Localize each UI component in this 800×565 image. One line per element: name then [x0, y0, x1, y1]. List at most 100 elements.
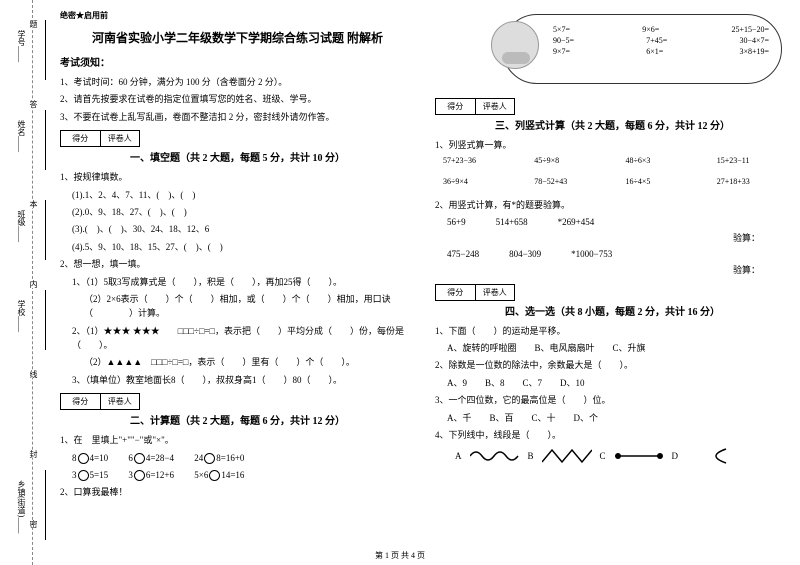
binding-label-class: 班级____ — [16, 210, 27, 242]
choice-label: B — [528, 451, 534, 461]
expr: 64=28−4 — [128, 453, 174, 463]
dash-label: 密 — [28, 520, 39, 528]
binding-line — [45, 20, 46, 80]
binding-label-town: 乡镇(街道)____ — [16, 480, 27, 533]
q-option: (1).1、2、4、7、11、( )、( ) — [60, 188, 415, 202]
zigzag-line-icon — [542, 448, 592, 464]
secret-label: 绝密★启用前 — [60, 10, 415, 21]
left-column: 绝密★启用前 河南省实验小学二年级数学下学期综合练习试题 附解析 考试须知： 1… — [60, 10, 415, 503]
section1-title: 一、填空题（共 2 大题，每题 5 分，共计 10 分） — [60, 149, 415, 164]
page-content: 绝密★启用前 河南省实验小学二年级数学下学期综合练习试题 附解析 考试须知： 1… — [60, 10, 790, 503]
expr: 9×6= — [642, 25, 659, 34]
grader-label: 评卷人 — [476, 285, 515, 300]
q-sub: 2、（1）★★★ ★★★ □□□÷□=□，表示把（ ）平均分成（ ）份，每份是（… — [60, 324, 415, 353]
binding-line — [45, 470, 46, 540]
verify-label: 验算： — [435, 231, 790, 245]
score-box: 得分 评卷人 — [435, 98, 515, 115]
q-text: 2、想一想，填一填。 — [60, 257, 415, 271]
expr: 36=12+6 — [128, 470, 174, 480]
score-box: 得分 评卷人 — [60, 130, 140, 147]
grader-label: 评卷人 — [101, 394, 140, 409]
q-text: 1、按规律填数。 — [60, 170, 415, 184]
expr: 5×614=16 — [194, 470, 244, 480]
q-text: 2、用竖式计算，有*的题要验算。 — [435, 198, 790, 212]
score-box: 得分 评卷人 — [435, 284, 515, 301]
q-text: 1、下面（ ）的运动是平移。 — [435, 324, 790, 338]
dash-label: 题 — [28, 20, 39, 28]
binding-line — [45, 200, 46, 260]
expr: 9×7= — [553, 47, 570, 56]
dash-label: 答 — [28, 100, 39, 108]
q-option: (2).0、9、18、27、( )、( ) — [60, 205, 415, 219]
expr: 7+45= — [646, 36, 667, 45]
dash-label: 内 — [28, 280, 39, 288]
expr: *269+454 — [558, 217, 595, 227]
binding-label-name: 姓名____ — [16, 120, 27, 152]
expr: 514+658 — [496, 217, 528, 227]
expr: 27+18+33 — [717, 177, 790, 186]
expr: 15+23−11 — [717, 156, 790, 165]
notice-line: 1、考试时间：60 分钟，满分为 100 分（含卷面分 2 分）。 — [60, 75, 415, 89]
expr: 84=10 — [72, 453, 108, 463]
cartoon-icon — [491, 21, 539, 69]
dash-label: 封 — [28, 450, 39, 458]
arc-line-icon — [686, 448, 736, 464]
section3-title: 三、列竖式计算（共 2 大题，每题 6 分，共计 12 分） — [435, 117, 790, 132]
q-text: 2、除数是一位数的除法中，余数最大是（ ）。 — [435, 358, 790, 372]
binding-column: 题 答 本 内 线 封 密 学号____ 姓名____ 班级____ 学校___… — [0, 0, 55, 565]
expr: 57+23−36 — [443, 156, 516, 165]
q-text: 2、口算我最棒！ — [60, 485, 415, 499]
choice-label: C — [600, 451, 606, 461]
choice-label: D — [672, 451, 679, 461]
expr: 48÷6×3 — [626, 156, 699, 165]
calc-line: 35=15 36=12+6 5×614=16 — [60, 468, 415, 482]
calc-row: 57+23−36 45÷9×8 48÷6×3 15+23−11 — [435, 156, 790, 165]
q-options: A、千 B、百 C、十 D、个 — [435, 411, 790, 425]
calc-line: 84=10 64=28−4 248=16+0 — [60, 451, 415, 465]
binding-label-id: 学号____ — [16, 30, 27, 62]
grader-label: 评卷人 — [476, 99, 515, 114]
binding-line — [45, 290, 46, 350]
expr: *1000−753 — [571, 249, 612, 259]
expr: 804−309 — [509, 249, 541, 259]
calc-row: 56+9 514+658 *269+454 — [435, 217, 790, 227]
expr: 45÷9×8 — [534, 156, 607, 165]
expr: 25+15−20= — [731, 25, 769, 34]
dash-label: 线 — [28, 370, 39, 378]
expr: 16÷4×5 — [626, 177, 699, 186]
expr: 248=16+0 — [194, 453, 244, 463]
notice-line: 2、请首先按要求在试卷的指定位置填写您的姓名、班级、学号。 — [60, 92, 415, 106]
expr: 90−5= — [553, 36, 574, 45]
verify-label: 验算： — [435, 263, 790, 277]
expr: 3×8+19= — [739, 47, 769, 56]
expr: 5×7= — [553, 25, 570, 34]
score-label: 得分 — [436, 285, 476, 300]
q-option: (4).5、9、10、18、15、27、( )、( ) — [60, 240, 415, 254]
expr: 36÷9×4 — [443, 177, 516, 186]
q-options: A、9 B、8 C、7 D、10 — [435, 376, 790, 390]
expr: 475−248 — [447, 249, 479, 259]
q-text: 3、一个四位数，它的最高位是（ ）位。 — [435, 393, 790, 407]
expr: 78−52+43 — [534, 177, 607, 186]
binding-label-school: 学校____ — [16, 300, 27, 332]
right-column: 5×7=9×6=25+15−20= 90−5=7+45=30−4×7= 9×7=… — [435, 10, 790, 503]
q-text: 1、列竖式算一算。 — [435, 138, 790, 152]
calc-row: 475−248 804−309 *1000−753 — [435, 249, 790, 259]
q-sub: （2）2×6表示（ ）个（ ）相加，或（ ）个（ ）相加，用口诀（ ）计算。 — [60, 292, 415, 321]
exam-title: 河南省实验小学二年级数学下学期综合练习试题 附解析 — [60, 29, 415, 46]
choice-label: A — [455, 451, 462, 461]
q-sub: 1、（1）5取3写成算式是（ ），积是（ ），再加25得（ ）。 — [60, 275, 415, 289]
q-option: (3).( )、( )、30、24、18、12、6 — [60, 222, 415, 236]
section4-title: 四、选一选（共 8 小题，每题 2 分，共计 16 分） — [435, 303, 790, 318]
oral-calc-cloud: 5×7=9×6=25+15−20= 90−5=7+45=30−4×7= 9×7=… — [502, 14, 782, 84]
segment-line-icon — [614, 448, 664, 464]
score-label: 得分 — [61, 131, 101, 146]
section2-title: 二、计算题（共 2 大题，每题 6 分，共计 12 分） — [60, 412, 415, 427]
expr: 6×1= — [646, 47, 663, 56]
page-footer: 第 1 页 共 4 页 — [0, 550, 800, 561]
q-sub: 3、（填单位）教室地面长8（ ），叔叔身高1（ ）80（ ）。 — [60, 373, 415, 387]
calc-row: 36÷9×4 78−52+43 16÷4×5 27+18+33 — [435, 177, 790, 186]
binding-line — [45, 110, 46, 170]
score-label: 得分 — [61, 394, 101, 409]
q-text: 4、下列线中，线段是（ ）。 — [435, 428, 790, 442]
